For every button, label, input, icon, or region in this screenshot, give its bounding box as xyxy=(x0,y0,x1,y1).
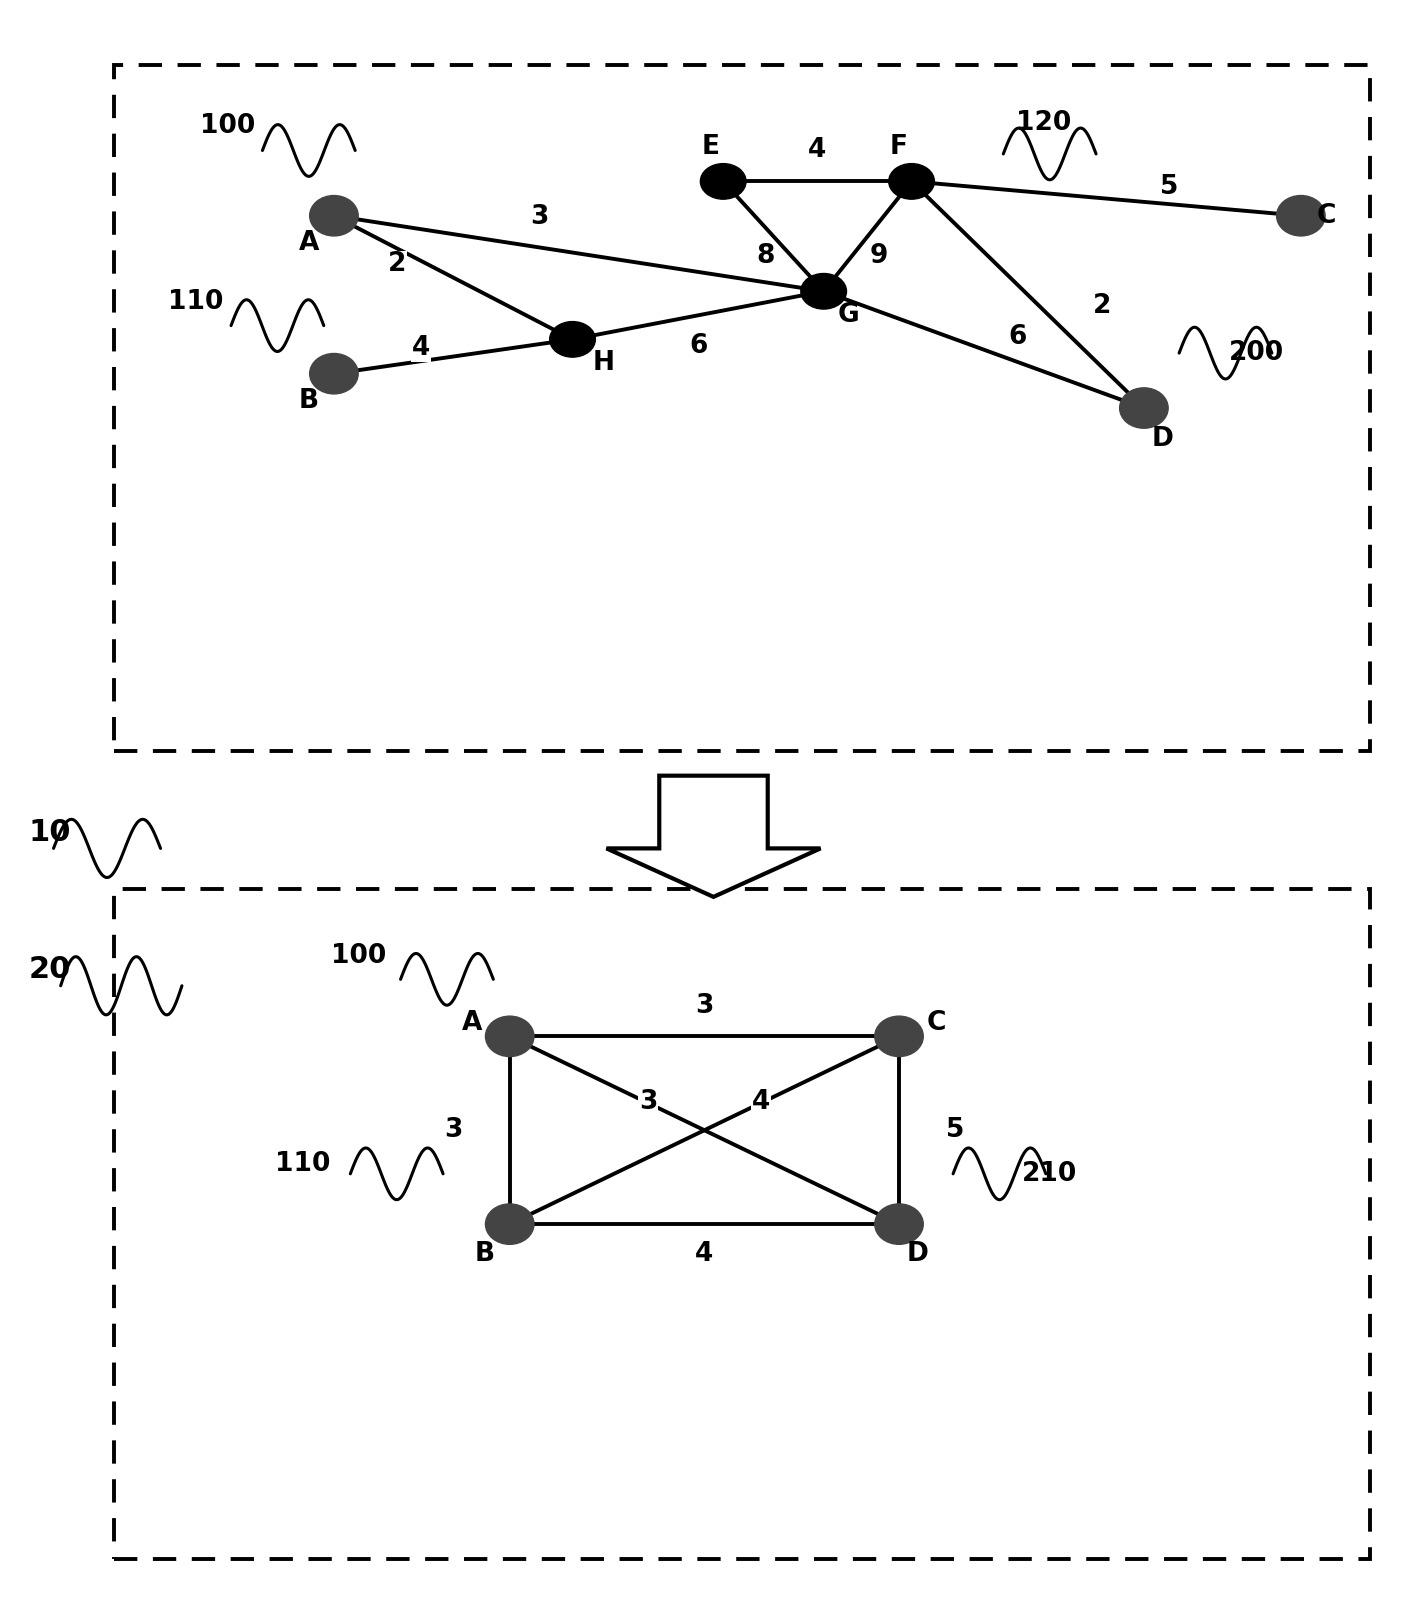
Text: 3: 3 xyxy=(444,1117,462,1143)
Text: 120: 120 xyxy=(1016,110,1072,136)
Text: 200: 200 xyxy=(1229,339,1284,367)
Text: 6: 6 xyxy=(1009,323,1027,351)
Text: 210: 210 xyxy=(1022,1160,1077,1186)
Polygon shape xyxy=(606,776,821,897)
Text: 100: 100 xyxy=(200,113,255,139)
Text: C: C xyxy=(1316,202,1336,229)
Ellipse shape xyxy=(485,1204,534,1244)
Ellipse shape xyxy=(1120,388,1169,428)
Ellipse shape xyxy=(1277,196,1326,236)
Text: 4: 4 xyxy=(808,137,826,163)
Text: 2: 2 xyxy=(388,252,407,278)
Ellipse shape xyxy=(875,1204,923,1244)
Ellipse shape xyxy=(549,322,595,357)
Text: 3: 3 xyxy=(639,1089,658,1115)
Text: 100: 100 xyxy=(331,942,387,970)
Text: G: G xyxy=(838,302,859,328)
Text: B: B xyxy=(298,388,318,414)
Bar xyxy=(114,65,1370,751)
Text: 4: 4 xyxy=(695,1241,714,1267)
Text: 3: 3 xyxy=(695,994,714,1020)
Text: 5: 5 xyxy=(1160,173,1179,199)
Text: H: H xyxy=(592,351,615,377)
Ellipse shape xyxy=(701,163,746,199)
Ellipse shape xyxy=(485,1016,534,1057)
Text: 5: 5 xyxy=(946,1117,965,1143)
Text: 9: 9 xyxy=(869,242,888,268)
Text: 20: 20 xyxy=(29,955,71,984)
Ellipse shape xyxy=(889,163,935,199)
Text: C: C xyxy=(928,1010,946,1036)
Text: D: D xyxy=(908,1241,929,1267)
Text: 110: 110 xyxy=(168,289,224,315)
Text: 6: 6 xyxy=(689,333,708,359)
Ellipse shape xyxy=(875,1016,923,1057)
Text: 4: 4 xyxy=(412,335,431,360)
Text: 110: 110 xyxy=(275,1151,330,1176)
Text: 2: 2 xyxy=(1093,292,1112,318)
Ellipse shape xyxy=(801,273,846,309)
Text: 10: 10 xyxy=(29,818,71,847)
Text: E: E xyxy=(702,134,719,160)
Bar xyxy=(114,889,1370,1559)
Text: A: A xyxy=(462,1010,482,1036)
Ellipse shape xyxy=(310,354,358,394)
Text: 3: 3 xyxy=(531,204,549,229)
Text: A: A xyxy=(298,229,320,257)
Text: B: B xyxy=(475,1241,495,1267)
Text: 4: 4 xyxy=(752,1089,769,1115)
Text: 8: 8 xyxy=(756,242,775,268)
Text: F: F xyxy=(890,134,908,160)
Text: D: D xyxy=(1152,427,1173,452)
Ellipse shape xyxy=(310,196,358,236)
